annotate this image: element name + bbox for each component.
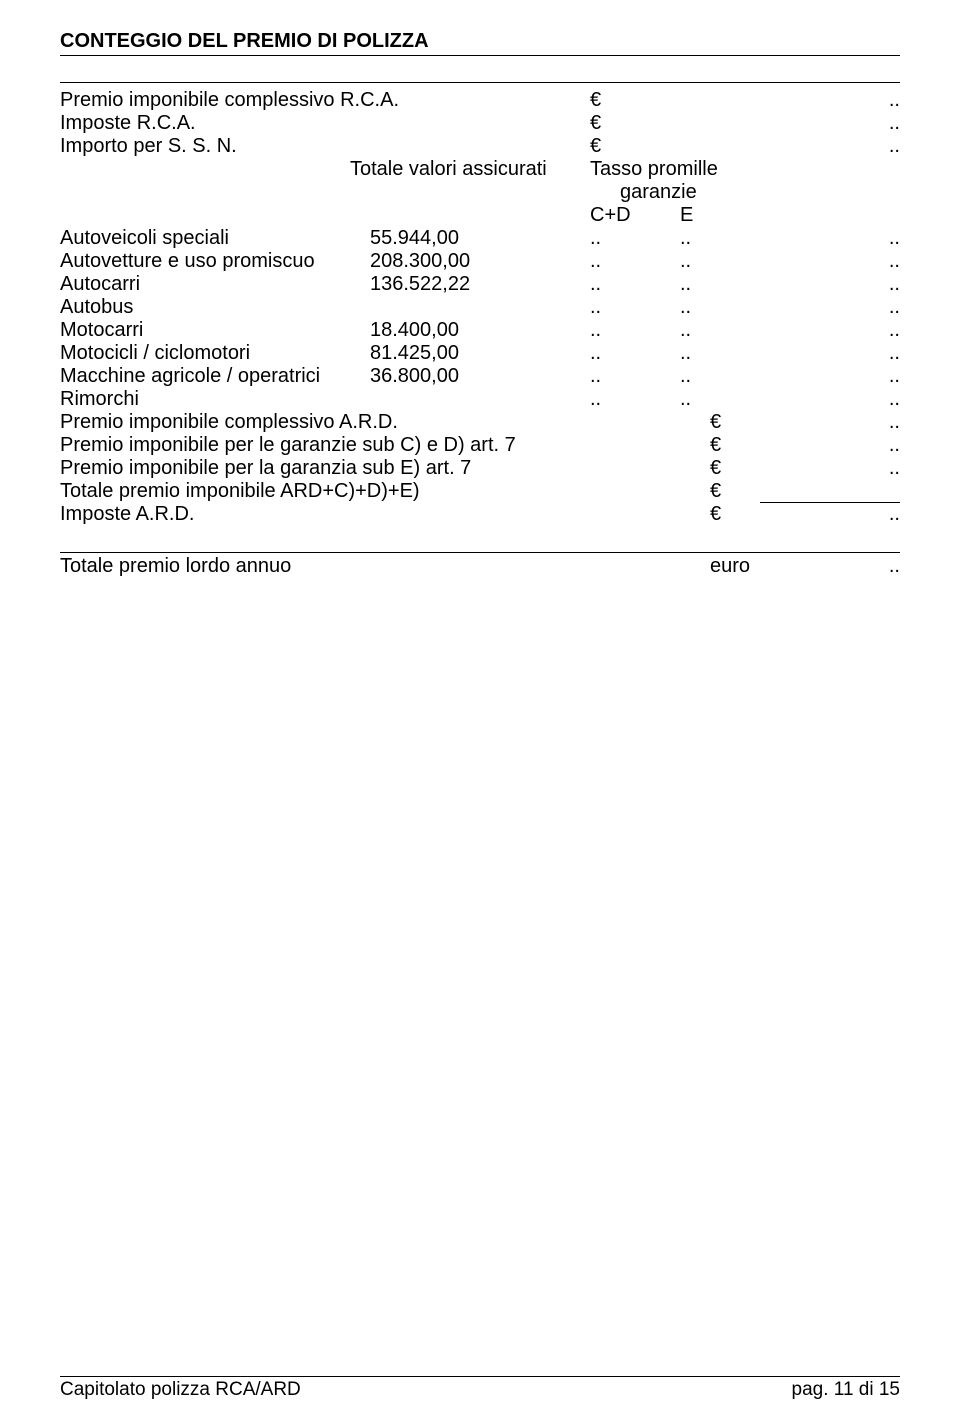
total-val: .. (870, 555, 900, 578)
row-label: Premio imponibile complessivo A.R.D. (60, 411, 710, 434)
row-val: .. (870, 457, 900, 480)
row-euro: € (710, 457, 870, 480)
total-euro: euro (710, 555, 870, 578)
table-header-2: garanzie (60, 181, 900, 204)
row-e: .. (680, 227, 740, 250)
table-header-1: Totale valori assicurati Tasso promille (60, 158, 900, 181)
row-e: .. (680, 319, 740, 342)
row-euro: € (590, 89, 790, 112)
row-euro: € (710, 434, 870, 457)
summary-row: Imposte A.R.D.€.. (60, 503, 900, 526)
row-val (760, 480, 900, 503)
data-row: Autocarri136.522,22...... (60, 273, 900, 296)
data-row: Motocarri18.400,00...... (60, 319, 900, 342)
row-label: Premio imponibile complessivo R.C.A. (60, 89, 460, 112)
row-euro: € (710, 411, 870, 434)
row-euro: € (590, 112, 790, 135)
col-garanzie: garanzie (620, 181, 900, 204)
row-label: Macchine agricole / operatrici (60, 365, 370, 388)
col-e: E (680, 204, 740, 227)
row-val: .. (790, 89, 900, 112)
data-row: Autoveicoli speciali55.944,00...... (60, 227, 900, 250)
row-e: .. (680, 388, 740, 411)
row-label: Autovetture e uso promiscuo (60, 250, 370, 273)
row-tail: .. (740, 227, 900, 250)
row-val: .. (870, 434, 900, 457)
row-e: .. (680, 296, 740, 319)
section-title: CONTEGGIO DEL PREMIO DI POLIZZA (60, 30, 900, 56)
row-val: .. (870, 503, 900, 526)
row-cd: .. (590, 388, 680, 411)
row-value: 18.400,00 (370, 319, 590, 342)
footer-right: pag. 11 di 15 (792, 1379, 900, 1401)
table-header-3: C+D E (60, 204, 900, 227)
row-euro: € (710, 480, 760, 503)
row-value: 55.944,00 (370, 227, 590, 250)
col-tasso: Tasso promille (590, 158, 900, 181)
row-value: 208.300,00 (370, 250, 590, 273)
row-label: Motocarri (60, 319, 370, 342)
row-e: .. (680, 273, 740, 296)
row-euro: € (590, 135, 790, 158)
row-val: .. (790, 135, 900, 158)
row-tail: .. (740, 296, 900, 319)
row-val: .. (870, 411, 900, 434)
row-cd: .. (590, 342, 680, 365)
top-row: Importo per S. S. N. €.. (60, 135, 900, 158)
page-footer: Capitolato polizza RCA/ARD pag. 11 di 15 (60, 1376, 900, 1401)
row-e: .. (680, 365, 740, 388)
total-row: Totale premio lordo annuo euro .. (60, 552, 900, 578)
row-tail: .. (740, 319, 900, 342)
row-tail: .. (740, 365, 900, 388)
data-row: Autobus...... (60, 296, 900, 319)
row-label: Premio imponibile per la garanzia sub E)… (60, 457, 710, 480)
row-value: 136.522,22 (370, 273, 590, 296)
row-label: Rimorchi (60, 388, 370, 411)
row-value: 81.425,00 (370, 342, 590, 365)
summary-row: Premio imponibile per la garanzia sub E)… (60, 457, 900, 480)
row-e: .. (680, 250, 740, 273)
row-tail: .. (740, 250, 900, 273)
row-label: Motocicli / ciclomotori (60, 342, 370, 365)
top-row: Premio imponibile complessivo R.C.A. €.. (60, 89, 900, 112)
top-row: Imposte R.C.A. €.. (60, 112, 900, 135)
footer-left: Capitolato polizza RCA/ARD (60, 1379, 301, 1401)
col-totale: Totale valori assicurati (350, 158, 590, 181)
row-cd: .. (590, 365, 680, 388)
row-label: Autocarri (60, 273, 370, 296)
row-label: Imposte A.R.D. (60, 503, 710, 526)
row-tail: .. (740, 342, 900, 365)
row-label: Importo per S. S. N. (60, 135, 460, 158)
row-label: Premio imponibile per le garanzie sub C)… (60, 434, 710, 457)
row-cd: .. (590, 227, 680, 250)
row-label: Totale premio imponibile ARD+C)+D)+E) (60, 480, 710, 503)
row-cd: .. (590, 296, 680, 319)
col-cd: C+D (590, 204, 680, 227)
divider (60, 82, 900, 83)
row-cd: .. (590, 319, 680, 342)
data-row: Motocicli / ciclomotori81.425,00...... (60, 342, 900, 365)
row-label: Imposte R.C.A. (60, 112, 460, 135)
row-label: Autobus (60, 296, 370, 319)
row-tail: .. (740, 388, 900, 411)
total-label: Totale premio lordo annuo (60, 555, 710, 578)
row-euro: € (710, 503, 870, 526)
data-row: Autovetture e uso promiscuo208.300,00...… (60, 250, 900, 273)
row-cd: .. (590, 250, 680, 273)
row-e: .. (680, 342, 740, 365)
summary-row: Premio imponibile complessivo A.R.D.€.. (60, 411, 900, 434)
row-label: Autoveicoli speciali (60, 227, 370, 250)
summary-row: Premio imponibile per le garanzie sub C)… (60, 434, 900, 457)
row-cd: .. (590, 273, 680, 296)
data-row: Macchine agricole / operatrici36.800,00.… (60, 365, 900, 388)
row-val: .. (790, 112, 900, 135)
summary-row: Totale premio imponibile ARD+C)+D)+E)€ (60, 480, 900, 503)
row-tail: .. (740, 273, 900, 296)
row-value: 36.800,00 (370, 365, 590, 388)
data-row: Rimorchi...... (60, 388, 900, 411)
